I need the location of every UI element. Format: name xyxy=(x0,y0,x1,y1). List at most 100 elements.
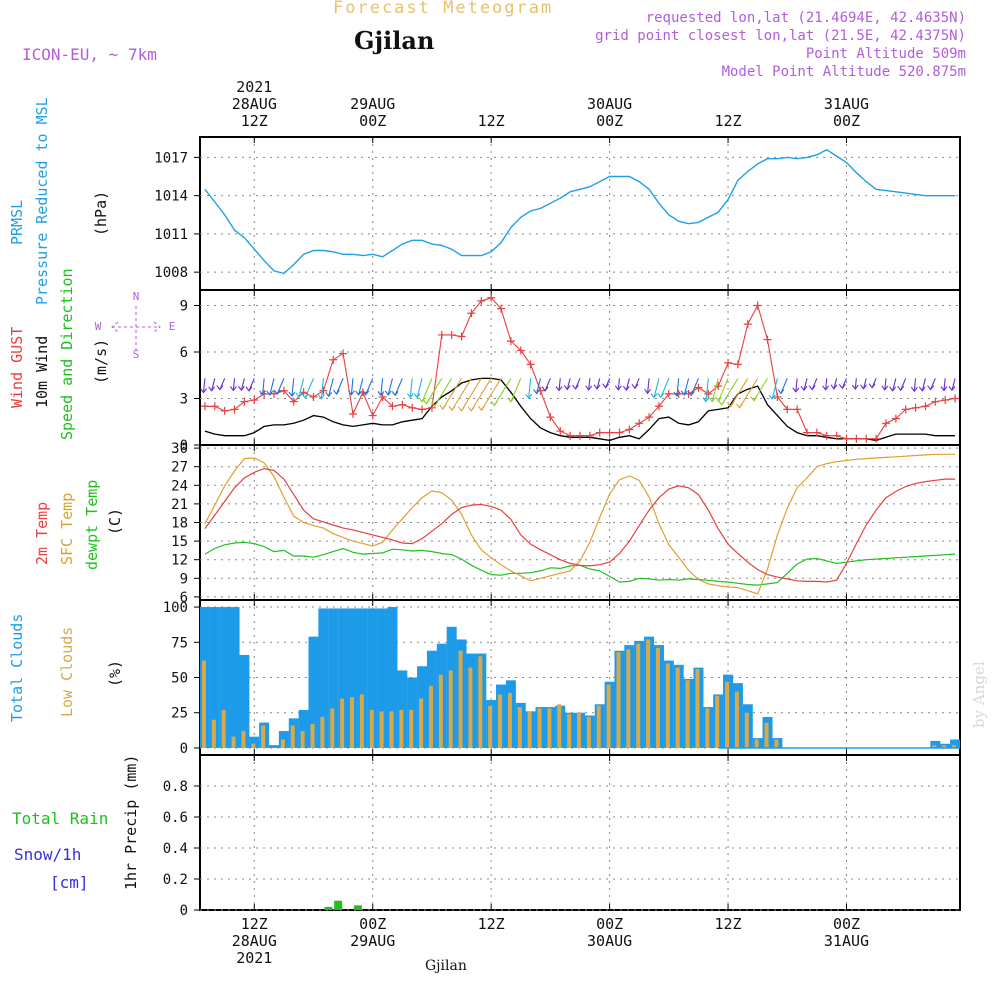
gust-marker xyxy=(862,434,871,443)
ytick-label-temperature: 15 xyxy=(171,534,188,550)
gust-marker xyxy=(704,389,713,398)
snow-label: Snow/1h xyxy=(14,845,81,864)
time-label-bottom: 31AUG xyxy=(824,932,869,950)
gust-marker xyxy=(605,428,614,437)
rain-bar xyxy=(353,905,362,910)
wind-direction-arrow xyxy=(211,378,216,391)
wind-arrow-head xyxy=(614,385,622,391)
wind-direction-arrow xyxy=(625,378,630,391)
wind-arrow-head xyxy=(362,390,370,396)
gust-marker xyxy=(378,392,387,401)
wind-direction-arrow xyxy=(460,378,482,412)
wind-arrow-head xyxy=(897,385,905,392)
wind-arrow-head xyxy=(726,402,734,408)
rain-bar xyxy=(334,900,343,910)
low-cloud-bar xyxy=(616,652,621,748)
total-cloud-bar xyxy=(229,607,240,748)
model-point-altitude: Model Point Altitude 520.875m xyxy=(721,64,966,80)
gust-marker xyxy=(615,428,624,437)
cloud-unit: (%) xyxy=(106,660,124,687)
compass-rose xyxy=(111,306,161,350)
wind-arrow-head xyxy=(541,386,549,392)
wind-direction-arrow xyxy=(676,378,680,397)
pressure-label: PRMSL xyxy=(8,200,26,245)
wind-direction-arrow xyxy=(380,378,384,396)
wind-arrow-head xyxy=(800,385,808,392)
low-cloud-bar xyxy=(409,709,414,748)
sfc-temp-line xyxy=(204,453,956,595)
low-cloud-bar xyxy=(349,697,354,748)
low-cloud-bar xyxy=(438,674,443,748)
low-cloud-bar xyxy=(389,711,394,748)
low-cloud-bar xyxy=(734,691,739,748)
low-cloud-bar xyxy=(261,725,266,748)
wind-arrow-head xyxy=(714,396,722,403)
wind-direction-arrow xyxy=(660,378,670,398)
wind-arrow-head xyxy=(229,386,237,392)
wind-direction-arrow xyxy=(409,378,413,398)
ytick-label-wind: 0 xyxy=(180,438,188,454)
gust-marker xyxy=(516,346,525,355)
time-label-top: 00Z xyxy=(596,112,623,130)
gust-marker xyxy=(931,397,940,406)
ytick-label-wind: 3 xyxy=(180,392,188,408)
gust-marker xyxy=(348,410,357,418)
low-cloud-bar xyxy=(399,709,404,748)
low-cloud-bar xyxy=(952,745,957,748)
ytick-label-wind: 6 xyxy=(180,345,188,361)
wind-arrow-head xyxy=(259,390,266,396)
low-cloud-bar xyxy=(636,643,641,748)
wind-arrow-head xyxy=(792,387,800,393)
wind-direction-arrow xyxy=(481,378,502,411)
wind-arrow-head xyxy=(687,391,695,397)
wind-arrow-head xyxy=(266,390,274,396)
wind-arrow-head xyxy=(851,384,859,391)
wind-arrow-head xyxy=(413,393,421,399)
wind-arrow-head xyxy=(657,392,665,399)
wind-direction-arrow xyxy=(536,378,542,394)
temp-unit: (C) xyxy=(106,508,124,535)
gust-marker xyxy=(427,403,436,412)
wind-direction-arrow xyxy=(951,378,956,391)
low-cloud-bar xyxy=(359,694,364,748)
wind-direction-arrow xyxy=(588,378,591,390)
wind-arrow-head xyxy=(237,385,245,392)
wind-direction-arrow xyxy=(442,378,463,410)
wind-direction-arrow xyxy=(771,378,778,400)
total-cloud-bar xyxy=(239,654,250,748)
wind-arrow-head xyxy=(718,400,726,406)
time-label-top: 2021 xyxy=(236,78,272,96)
gust-label: Wind GUST xyxy=(8,327,26,408)
compass-w: W xyxy=(95,320,102,333)
low-cloud-bar xyxy=(340,698,345,748)
total-cloud-bar xyxy=(367,608,378,748)
wind-arrow-head xyxy=(563,385,571,391)
low-cloud-bar xyxy=(567,714,572,748)
gust-marker xyxy=(832,431,841,440)
wind-direction-arrow xyxy=(729,378,749,407)
wind-arrow-head xyxy=(860,384,868,390)
wind-direction-arrow xyxy=(913,378,917,392)
gust-marker xyxy=(694,383,703,392)
total-cloud-bar xyxy=(338,608,349,748)
wind-arrow-head xyxy=(406,393,414,399)
wind-arrow-head xyxy=(777,389,785,395)
time-label-top: 28AUG xyxy=(232,95,277,113)
wind-arrow-head xyxy=(333,389,340,396)
ytick-label-temperature: 27 xyxy=(171,460,188,476)
wind-arrow-head xyxy=(391,391,399,397)
wind-arrow-head xyxy=(347,390,355,396)
gust-marker xyxy=(891,414,900,423)
gust-marker xyxy=(743,320,752,329)
low-cloud-bar xyxy=(231,736,236,748)
gust-marker xyxy=(941,396,950,405)
gust-marker xyxy=(250,396,259,405)
wind-arrow-head xyxy=(889,386,897,392)
wind-direction-arrow xyxy=(943,378,946,391)
gust-marker xyxy=(852,434,861,443)
gust-marker xyxy=(556,427,565,436)
gust-marker xyxy=(635,419,644,428)
wind-arrow-head xyxy=(317,394,325,400)
gust-marker xyxy=(566,431,575,440)
time-label-top: 00Z xyxy=(359,112,386,130)
